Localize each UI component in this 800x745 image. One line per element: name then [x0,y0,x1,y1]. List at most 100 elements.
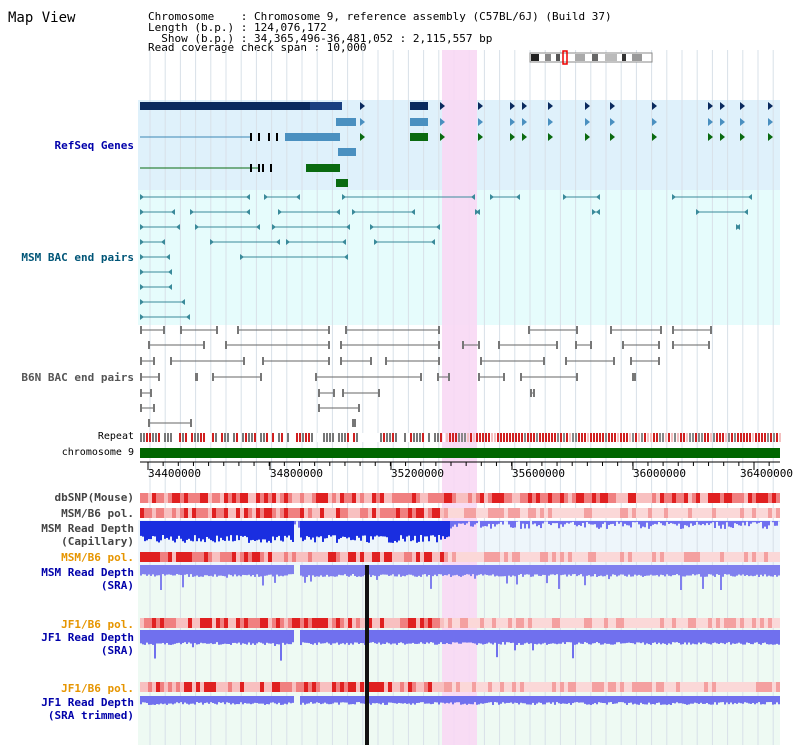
snp-cell [584,508,588,518]
depth-bar [582,696,584,703]
chromosome-info: Chromosome : Chromosome 9, reference ass… [148,10,612,23]
snp-cell [204,618,208,628]
depth-bar [544,565,546,575]
bac-end [276,239,280,245]
snp-cell [268,552,272,562]
depth-bar [406,565,408,576]
depth-bar [712,521,714,523]
depth-bar [402,696,404,704]
depth-bar [432,696,434,704]
repeat-mark [755,433,757,442]
snp-cell [500,682,504,692]
depth-bar [730,696,732,703]
repeat-mark [317,433,319,442]
repeat-mark [578,433,580,442]
repeat-mark [149,433,151,442]
snp-cell [724,552,728,562]
depth-bar [592,565,594,577]
snp-cell [724,493,728,503]
snp-cell [612,618,616,628]
depth-bar [484,521,486,527]
gene-arrow [478,118,483,126]
snp-cell [736,508,740,518]
depth-bar [672,696,674,703]
snp-cell [344,682,348,692]
depth-tracks[interactable] [140,521,780,745]
depth-bar [332,696,334,704]
bac-end [563,194,567,200]
snp-cell [404,552,408,562]
depth-bar [626,630,628,643]
snp-cell [492,552,496,562]
depth-bar [560,521,562,525]
snp-tracks[interactable] [140,493,780,692]
depth-bar [576,521,578,527]
chromosome-bar[interactable] [140,448,780,458]
snp-cell [492,508,496,518]
snp-cell [344,508,348,518]
depth-bar [700,565,702,577]
bac-end [520,373,522,381]
snp-cell [564,493,568,503]
snp-cell [340,508,344,518]
depth-bar [390,521,392,543]
bac-end [140,194,144,200]
depth-bar [392,630,394,644]
snp-cell [412,618,416,628]
gene-block [410,102,428,110]
bac-end [225,341,227,349]
snp-cell [488,618,492,628]
snp-cell [308,618,312,628]
depth-bar [152,521,154,537]
highlight-region[interactable] [442,50,477,745]
depth-bar [330,630,332,645]
snp-cell [448,682,452,692]
feature-tracks[interactable] [140,102,773,427]
depth-bar [592,696,594,705]
snp-cell [296,552,300,562]
depth-bar [514,630,516,651]
snp-cell [744,682,748,692]
snp-cell [656,508,660,518]
snp-cell [536,493,540,503]
snp-cell [248,552,252,562]
depth-bar [614,696,616,704]
depth-bar [168,630,170,645]
snp-cell [492,618,496,628]
snp-cell [512,618,516,628]
chromosome-ideogram[interactable] [529,50,653,65]
depth-bar [154,630,156,659]
depth-bar [590,630,592,645]
depth-bar [388,565,390,576]
snp-cell [296,493,300,503]
snp-cell [520,682,524,692]
depth-bar [774,696,776,705]
snp-cell [684,682,688,692]
depth-bar [704,565,706,577]
depth-bar [434,521,436,537]
depth-bar [722,565,724,577]
depth-bar [468,565,470,575]
depth-bar [504,565,506,577]
depth-bar [462,521,464,524]
depth-bar [664,696,666,705]
depth-bar [348,521,350,538]
exon-mark [250,133,252,141]
snp-cell [440,618,444,628]
repeat-mark [182,433,184,442]
depth-bar [188,521,190,539]
depth-bar [352,630,354,645]
snp-cell [356,552,360,562]
depth-bar [408,521,410,536]
depth-bar [754,565,756,576]
snp-cell [452,618,456,628]
repeat-track[interactable] [140,433,781,442]
depth-bar [740,565,742,576]
depth-bar [700,696,702,703]
depth-bar [302,521,304,542]
snp-cell [184,493,188,503]
repeat-mark [560,433,562,442]
bac-end [448,373,450,381]
depth-bar [142,521,144,537]
